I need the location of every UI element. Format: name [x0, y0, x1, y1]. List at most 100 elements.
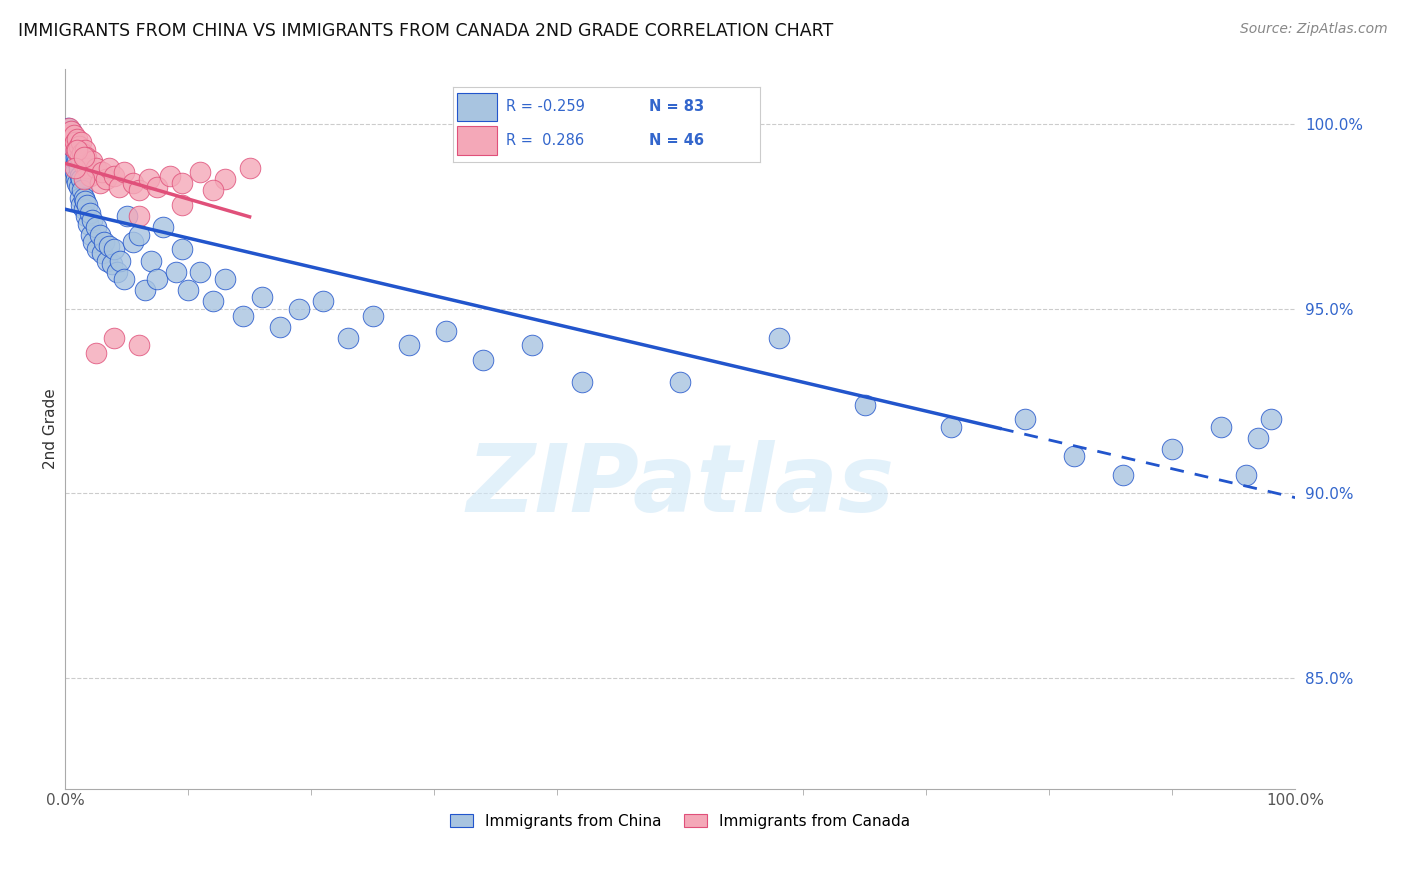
- Point: [89, 227, 111, 242]
- Point: [59, 131, 82, 145]
- Point: [121, 176, 143, 190]
- Point: [62, 161, 84, 176]
- Point: [67, 161, 90, 176]
- Point: [768, 331, 790, 345]
- Point: [69, 169, 91, 183]
- Point: [1260, 412, 1282, 426]
- Point: [66, 131, 89, 145]
- Point: [75, 150, 97, 164]
- Point: [853, 398, 876, 412]
- Point: [63, 136, 86, 150]
- Point: [59, 136, 82, 150]
- Point: [93, 235, 115, 249]
- Point: [72, 150, 94, 164]
- Point: [522, 338, 544, 352]
- Point: [101, 257, 124, 271]
- Point: [58, 120, 80, 135]
- Point: [1112, 467, 1135, 482]
- Point: [82, 213, 104, 227]
- Point: [201, 294, 224, 309]
- Point: [103, 331, 125, 345]
- Point: [66, 176, 89, 190]
- Point: [76, 198, 98, 212]
- Point: [288, 301, 311, 316]
- Point: [65, 143, 87, 157]
- Point: [170, 198, 193, 212]
- Legend: Immigrants from China, Immigrants from Canada: Immigrants from China, Immigrants from C…: [443, 807, 917, 835]
- Point: [110, 253, 132, 268]
- Point: [62, 139, 84, 153]
- Point: [89, 176, 111, 190]
- Point: [72, 172, 94, 186]
- Point: [141, 253, 163, 268]
- Point: [170, 176, 193, 190]
- Point: [75, 209, 97, 223]
- Point: [65, 172, 87, 186]
- Point: [128, 338, 150, 352]
- Point: [60, 124, 83, 138]
- Point: [128, 183, 150, 197]
- Point: [94, 172, 117, 186]
- Point: [250, 290, 273, 304]
- Point: [232, 309, 254, 323]
- Point: [63, 143, 86, 157]
- Point: [121, 235, 143, 249]
- Point: [79, 205, 101, 219]
- Point: [86, 243, 108, 257]
- Point: [939, 419, 962, 434]
- Point: [62, 136, 84, 150]
- Point: [434, 324, 457, 338]
- Point: [82, 153, 104, 168]
- Point: [72, 183, 94, 197]
- Point: [72, 202, 94, 216]
- Point: [138, 172, 160, 186]
- Point: [1063, 449, 1085, 463]
- Point: [201, 183, 224, 197]
- Point: [115, 209, 138, 223]
- Point: [63, 161, 86, 176]
- Point: [159, 169, 181, 183]
- Point: [91, 165, 114, 179]
- Point: [59, 143, 82, 157]
- Point: [58, 128, 80, 142]
- Point: [269, 320, 291, 334]
- Point: [170, 243, 193, 257]
- Point: [60, 124, 83, 138]
- Point: [105, 264, 128, 278]
- Point: [69, 150, 91, 164]
- Point: [70, 172, 93, 186]
- Point: [76, 161, 98, 176]
- Point: [65, 150, 87, 164]
- Point: [134, 283, 156, 297]
- Point: [337, 331, 360, 345]
- Point: [1234, 467, 1257, 482]
- Point: [63, 165, 86, 179]
- Point: [112, 272, 135, 286]
- Text: Source: ZipAtlas.com: Source: ZipAtlas.com: [1240, 22, 1388, 37]
- Point: [66, 143, 89, 157]
- Point: [67, 179, 90, 194]
- Point: [398, 338, 420, 352]
- Point: [177, 283, 200, 297]
- Point: [73, 194, 96, 209]
- Point: [69, 191, 91, 205]
- Point: [84, 346, 107, 360]
- Point: [77, 217, 100, 231]
- Point: [112, 165, 135, 179]
- Point: [1211, 419, 1233, 434]
- Point: [669, 376, 692, 390]
- Point: [91, 246, 114, 260]
- Point: [152, 220, 174, 235]
- Point: [73, 143, 96, 157]
- Text: ZIPatlas: ZIPatlas: [465, 440, 894, 533]
- Point: [1161, 442, 1184, 456]
- Point: [72, 157, 94, 171]
- Point: [128, 209, 150, 223]
- Point: [1247, 431, 1270, 445]
- Point: [84, 220, 107, 235]
- Point: [60, 139, 83, 153]
- Point: [66, 153, 89, 168]
- Point: [312, 294, 335, 309]
- Point: [56, 128, 79, 142]
- Point: [128, 227, 150, 242]
